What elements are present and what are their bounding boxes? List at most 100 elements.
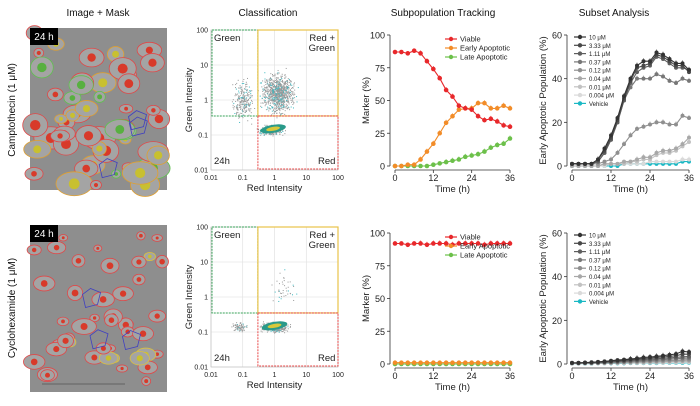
scatter-point: [274, 98, 276, 100]
scatter-point: [291, 98, 293, 100]
scatter-point: [266, 83, 268, 85]
scatter-point: [296, 293, 298, 295]
scatter-point: [236, 105, 238, 107]
legend-marker-vehicle: [577, 299, 583, 304]
cell-nucleus: [155, 236, 159, 240]
scatter-point: [280, 85, 282, 87]
data-point-viable: [494, 241, 500, 246]
scatter-point: [241, 330, 243, 332]
scatter-point: [241, 112, 243, 114]
data-point-viable: [418, 241, 423, 246]
data-point-0.004-m: [641, 161, 646, 166]
scatter-point: [266, 79, 268, 81]
scatter-point: [276, 328, 278, 330]
scatter-point: [280, 293, 282, 295]
y-tick-label: 100: [196, 225, 208, 232]
data-point-0.04-m: [648, 155, 652, 160]
scatter-point: [249, 103, 251, 105]
scatter-point: [246, 104, 248, 106]
scatter-point: [278, 330, 280, 332]
scatter-point: [282, 85, 284, 87]
data-point-late-apoptotic: [456, 157, 462, 162]
scatter-point: [285, 87, 287, 89]
scatter-point: [261, 86, 263, 88]
data-point-10-m: [654, 50, 659, 55]
scatter-point: [266, 101, 268, 103]
scatter-point: [272, 100, 274, 102]
legend-label-0.01-m: 0.01 μM: [589, 85, 611, 91]
scatter-point: [260, 330, 262, 332]
scatter-point: [287, 101, 289, 103]
cell-nucleus: [105, 355, 112, 361]
scatter-point: [260, 133, 262, 135]
scatter-point: [246, 107, 248, 109]
scatter-point: [235, 84, 237, 86]
scatter-point: [272, 80, 274, 82]
scatter-point: [284, 104, 286, 106]
scatter-point: [282, 130, 284, 132]
data-point-early-apoptotic: [469, 360, 474, 365]
scatter-point: [290, 89, 292, 91]
data-point-0.04-m: [609, 161, 613, 166]
scatter-point: [271, 84, 273, 86]
scatter-point: [281, 75, 283, 77]
legend-marker-0.37-m: [577, 59, 583, 65]
scatter-point: [280, 298, 282, 300]
scatter-point: [264, 80, 266, 82]
scatter-point: [284, 81, 286, 83]
data-point-0.12-m: [635, 126, 639, 131]
scatter-point: [243, 106, 245, 108]
scatter-point: [245, 110, 247, 112]
cell-nucleus: [153, 151, 163, 160]
cell-nucleus: [31, 247, 37, 253]
scatter-point: [247, 120, 249, 122]
cell-nucleus: [155, 352, 160, 356]
data-point-10-m: [687, 67, 691, 72]
cell-nucleus: [92, 316, 97, 320]
scatter-point: [243, 79, 245, 81]
scatter-point: [241, 104, 243, 106]
data-point-viable: [482, 117, 487, 123]
scatter-point: [247, 103, 249, 105]
cell-nucleus: [136, 259, 142, 265]
data-point-0.37-m: [635, 76, 639, 81]
scatter-point: [282, 81, 284, 83]
scatter-point: [273, 103, 275, 105]
scatter-point: [269, 83, 271, 85]
scatter-point: [282, 95, 284, 97]
scatter-point: [266, 80, 268, 82]
x-tick-label: 0: [569, 371, 574, 381]
scatter-point: [292, 100, 294, 102]
scatter-point: [236, 99, 238, 101]
scatter-point: [280, 92, 282, 94]
scatter-point: [281, 95, 283, 97]
cell-nucleus: [96, 145, 103, 152]
scatter-point: [265, 103, 267, 105]
data-point-viable: [501, 123, 506, 128]
scatter-point: [279, 79, 281, 81]
scatter-point: [267, 108, 269, 110]
scatter-point: [282, 93, 284, 95]
data-point-viable: [507, 241, 513, 246]
scatter-point: [284, 86, 286, 88]
data-point-late-apoptotic: [494, 142, 500, 148]
scatter-point: [275, 99, 277, 101]
scatter-point: [269, 89, 271, 91]
scatter-point: [286, 94, 288, 96]
scatter-point: [282, 81, 284, 83]
scatter-point: [291, 100, 293, 102]
data-point-0.12-m: [602, 159, 607, 164]
scatter-point: [278, 87, 280, 89]
scatter-point: [282, 91, 284, 93]
scatter-point: [282, 92, 284, 94]
scatter-point: [284, 327, 286, 329]
scatter-point: [238, 98, 240, 100]
scatter-point: [293, 101, 295, 103]
scatter-point: [286, 95, 288, 97]
series-line-0.12-m: [572, 115, 690, 165]
scatter-point: [268, 97, 270, 99]
data-point-0.04-m: [680, 142, 685, 147]
data-point-0.04-m: [661, 148, 665, 153]
scatter-point: [248, 114, 250, 116]
subpopulation-tracking-chart-row-1: 0 25 50 75 100 0 12 24 36 Time (h) Marker (%) Viabl…: [361, 229, 515, 394]
